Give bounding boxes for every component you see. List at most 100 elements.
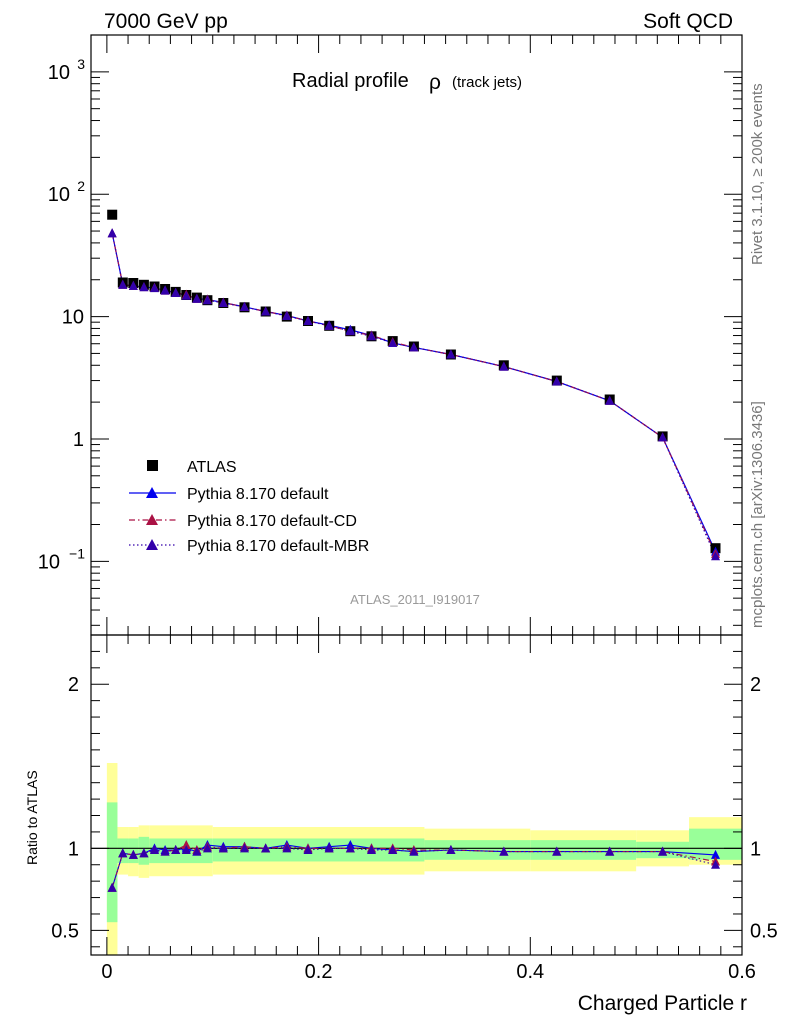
marker-pythia-8-170-default-mbr <box>218 298 228 308</box>
marker-pythia-8-170-default-mbr <box>107 228 117 238</box>
ratio-frame <box>90 634 743 956</box>
marker-pythia-8-170-default-mbr <box>160 285 170 295</box>
legend-label-atlas: ATLAS <box>187 459 237 476</box>
ratio-marker-pythia-8-170-default-mbr <box>202 843 212 853</box>
marker-pythia-8-170-default-mbr <box>139 282 149 292</box>
ratio-marker-pythia-8-170-default-mbr <box>605 846 615 856</box>
rivet-label: Rivet 3.1.10, ≥ 200k events <box>749 83 766 265</box>
marker-pythia-8-170-default-mbr <box>261 306 271 316</box>
marker-pythia-8-170-default-mbr <box>181 290 191 300</box>
marker-pythia-8-170-default-mbr <box>118 279 128 289</box>
marker-pythia-8-170-default-mbr <box>128 280 138 290</box>
ratio-marker-pythia-8-170-default-cd <box>181 840 191 850</box>
ratio-marker-pythia-8-170-default-mbr <box>345 843 355 853</box>
marker-pythia-8-170-default-mbr <box>499 361 509 371</box>
legend-marker-mbr <box>146 539 158 550</box>
ratio-marker-pythia-8-170-default-mbr <box>218 843 228 853</box>
x-tick-label: 0.4 <box>516 961 544 983</box>
ratio-marker-pythia-8-170-default-mbr <box>192 846 202 856</box>
main-panel: 10 3 10 2 10 1 10 −1 Radial profile ρ (track je… <box>38 34 743 636</box>
ratio-marker-pythia-8-170-default-mbr <box>303 844 313 854</box>
site-label: mcplots.cern.ch [arXiv:1306.3436] <box>749 401 766 628</box>
ratio-marker-pythia-8-170-default-mbr <box>367 844 377 854</box>
ratio-marker-pythia-8-170-default-mbr <box>409 846 419 856</box>
ratio-marker-pythia-8-170-default-mbr <box>118 848 128 858</box>
ratio-marker-pythia-8-170-default-mbr <box>181 844 191 854</box>
uncertainty-band-inner <box>530 840 637 860</box>
y-tick-exponent: 3 <box>77 56 85 72</box>
legend: ATLAS Pythia 8.170 default Pythia 8.170 … <box>129 459 369 555</box>
ratio-marker-pythia-8-170-default-mbr <box>388 844 398 854</box>
chart-title-symbol: ρ <box>429 71 441 94</box>
legend-label-default: Pythia 8.170 default <box>187 486 329 503</box>
ratio-marker-pythia-8-170-default-mbr <box>711 859 721 869</box>
ratio-ylabel: Ratio to ATLAS <box>24 770 40 865</box>
marker-pythia-8-170-default-mbr <box>239 301 249 311</box>
ratio-marker-pythia-8-170-default-mbr <box>552 846 562 856</box>
ratio-y-tick-label-right: 1 <box>750 838 761 860</box>
y-tick-label: 10 <box>62 307 84 329</box>
chart-title: Radial profile <box>292 70 409 92</box>
ratio-marker-pythia-8-170-default-mbr <box>499 846 509 856</box>
ratio-marker-pythia-8-170-default-mbr <box>282 843 292 853</box>
uncertainty-band-inner <box>106 802 118 923</box>
marker-pythia-8-170-default-mbr <box>150 283 160 293</box>
marker-pythia-8-170-default-mbr <box>324 320 334 330</box>
marker-pythia-8-170-default-mbr <box>605 395 615 405</box>
legend-marker-cd <box>146 514 158 525</box>
y-tick-label: 1 <box>73 429 84 451</box>
ratio-y-tick-label-right: 0.5 <box>750 920 778 942</box>
marker-pythia-8-170-default-mbr <box>711 551 721 561</box>
marker-pythia-8-170-default-mbr <box>446 349 456 359</box>
x-tick-label: 0 <box>101 961 112 983</box>
ratio-marker-pythia-8-170-default-mbr <box>171 844 181 854</box>
ratio-y-tick-label: 0.5 <box>51 920 79 942</box>
series-line-pythia-8-170-default-cd <box>111 233 717 555</box>
marker-pythia-8-170-default-mbr <box>388 337 398 347</box>
analysis-id: ATLAS_2011_I919017 <box>350 592 480 607</box>
ratio-marker-pythia-8-170-default-mbr <box>446 844 456 854</box>
ratio-marker-pythia-8-170-default-mbr <box>261 843 271 853</box>
ratio-marker-pythia-8-170-default-mbr <box>107 882 117 892</box>
y-tick-exponent: −1 <box>69 545 85 561</box>
marker-pythia-8-170-default-mbr <box>192 293 202 303</box>
y-tick-label: 10 <box>48 62 70 84</box>
marker-pythia-8-170-default-mbr <box>552 376 562 386</box>
y-tick-exponent: 2 <box>77 178 85 194</box>
series-line-pythia-8-170-default <box>111 233 717 552</box>
marker-pythia-8-170-default-mbr <box>202 295 212 305</box>
ratio-marker-pythia-8-170-default <box>711 849 721 859</box>
series-line-pythia-8-170-default-mbr <box>111 233 717 557</box>
ratio-y-tick-label: 1 <box>68 838 79 860</box>
x-tick-label: 0.6 <box>728 961 756 983</box>
ratio-marker-pythia-8-170-default-mbr <box>239 843 249 853</box>
y-tick-label: 10 <box>48 184 70 206</box>
uncertainty-band-inner <box>149 838 213 864</box>
marker-pythia-8-170-default-mbr <box>409 342 419 352</box>
ratio-marker-pythia-8-170-default-mbr <box>128 849 138 859</box>
ratio-marker-pythia-8-170-default-mbr <box>324 843 334 853</box>
data-point-atlas <box>107 209 118 220</box>
ratio-y-tick-label-right: 2 <box>750 674 761 696</box>
ratio-marker-pythia-8-170-default-mbr <box>139 848 149 858</box>
marker-pythia-8-170-default-mbr <box>303 316 313 326</box>
y-tick-label: 10 <box>38 551 60 573</box>
legend-marker-atlas <box>147 460 158 471</box>
chart-title-suffix: (track jets) <box>452 74 522 91</box>
ratio-marker-pythia-8-170-default-mbr <box>150 844 160 854</box>
header-energy: 7000 GeV pp <box>104 10 228 33</box>
ratio-marker-pythia-8-170-default-mbr <box>658 846 668 856</box>
header-category: Soft QCD <box>643 10 733 33</box>
x-tick-label: 0.2 <box>305 961 333 983</box>
ratio-marker-pythia-8-170-default-mbr <box>160 846 170 856</box>
marker-pythia-8-170-default-mbr <box>345 326 355 336</box>
marker-pythia-8-170-default-mbr <box>367 331 377 341</box>
legend-label-cd: Pythia 8.170 default-CD <box>187 513 357 530</box>
x-axis-label: Charged Particle r <box>578 992 747 1015</box>
ratio-panel: 0.5 0.5 1 1 2 2 Ratio to ATLAS <box>24 634 778 956</box>
legend-marker-default <box>146 487 158 498</box>
marker-pythia-8-170-default-mbr <box>658 432 668 442</box>
ratio-y-tick-label: 2 <box>68 674 79 696</box>
legend-label-mbr: Pythia 8.170 default-MBR <box>187 538 369 555</box>
